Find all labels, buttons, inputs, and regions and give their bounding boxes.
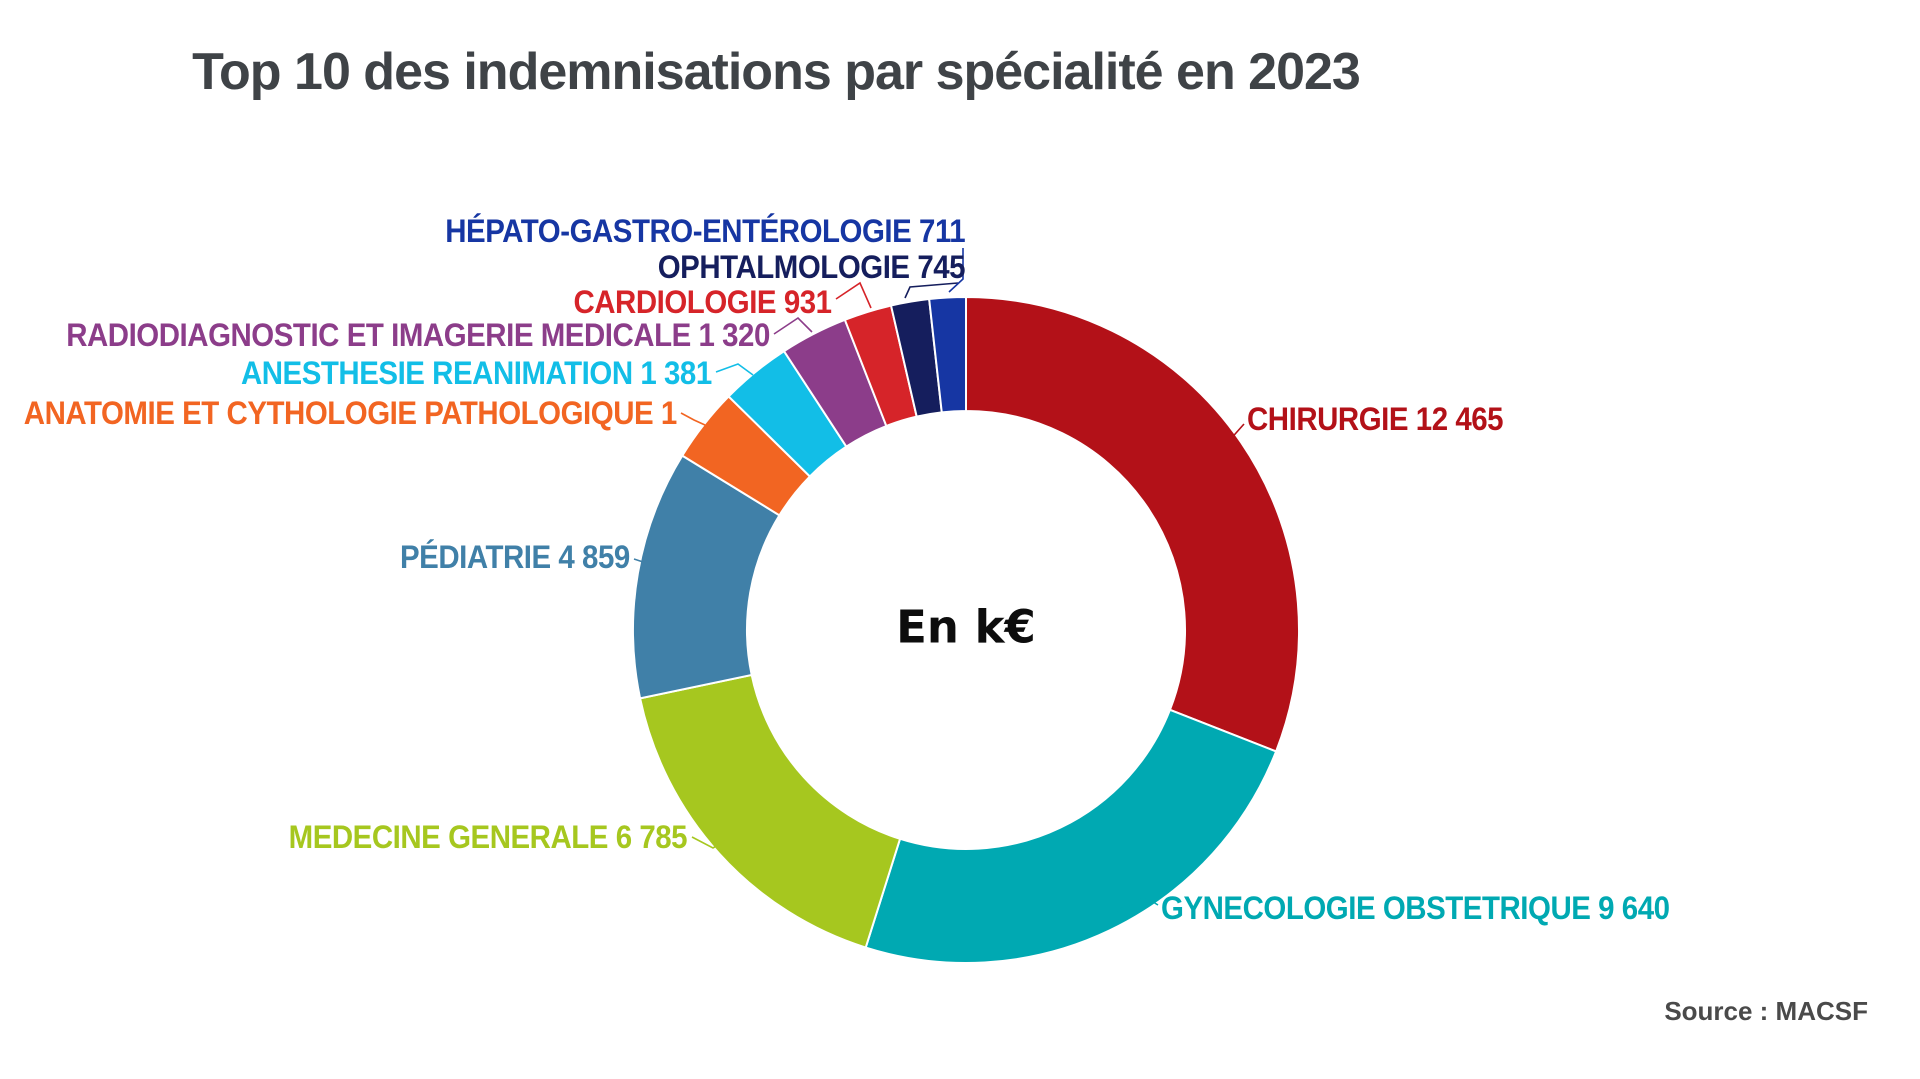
label-cardiologie: CARDIOLOGIE 931 [573,284,833,320]
label-medecine-generale: MEDECINE GENERALE 6 785 [288,819,688,855]
label-gynecologie-obstetrique: GYNECOLOGIE OBSTETRIQUE 9 640 [1161,890,1670,926]
leader-chirurgie [1227,423,1245,443]
label-radiodiagnostic-et-imagerie-medicale: RADIODIAGNOSTIC ET IMAGERIE MEDICALE 1 3… [66,317,770,353]
label-ophtalmologie: OPHTALMOLOGIE 745 [657,249,966,285]
leader-hepato-gastro-enterologie [948,248,964,293]
label-leader-lines [633,248,1245,917]
chart-title: Top 10 des indemnisations par spécialité… [192,43,1361,101]
label-chirurgie: CHIRURGIE 12 465 [1247,401,1504,437]
leader-ophtalmologie [904,282,959,299]
leader-medecine-generale [691,836,726,849]
slice-medecine-generale [638,673,902,949]
leader-anatomie-et-cythologie-pathologique [680,412,706,426]
label-hepato-gastro-enterologie: HÉPATO-GASTRO-ENTÉROLOGIE 711 [445,213,965,249]
donut-center-label: En k€ [896,600,1036,654]
label-pediatrie: PÉDIATRIE 4 859 [400,539,630,575]
leader-pediatrie [633,558,657,571]
leader-anesthesie-reanimation [715,363,754,376]
leader-cardiologie [835,281,872,309]
slice-hepato-gastro-enterologie [928,295,967,414]
donut-slices [632,295,1300,964]
label-anatomie-et-cythologie-pathologique: ANATOMIE ET CYTHOLOGIE PATHOLOGIQUE 1 [23,395,678,431]
leader-radiodiagnostic-et-imagerie-medicale [773,316,813,335]
leader-gynecologie-obstetrique [1106,896,1159,917]
source-credit: Source : MACSF [1664,996,1868,1026]
label-anesthesie-reanimation: ANESTHESIE REANIMATION 1 381 [241,355,712,391]
slice-gynecologie-obstetrique [864,708,1278,964]
slice-chirurgie [965,295,1300,753]
